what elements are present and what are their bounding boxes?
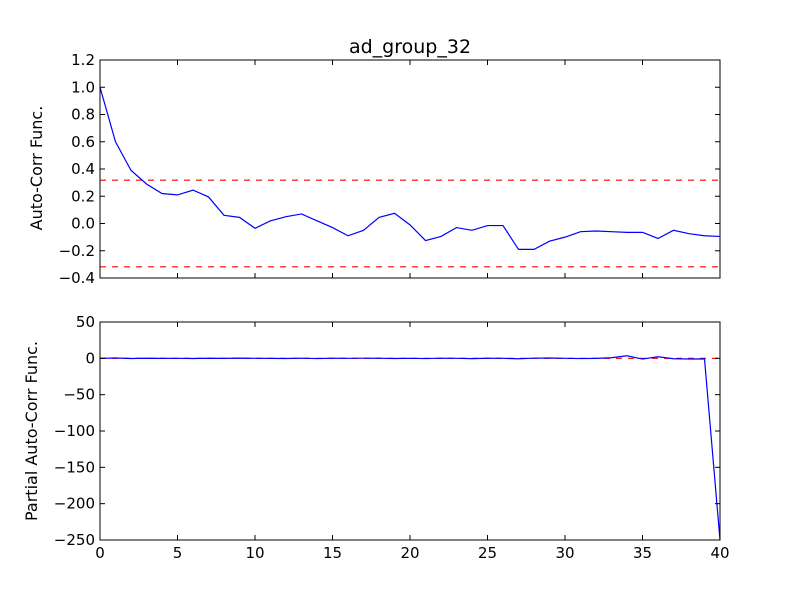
pacf-x-tick-label: 10 <box>245 544 264 562</box>
acf-subplot: ad_group_32 Auto-Corr Func. −0.4 −0.2 0.0 0… <box>27 36 721 287</box>
pacf-x-tick-label: 20 <box>400 544 419 562</box>
pacf-y-axis-label: Partial Auto-Corr Func. <box>22 341 41 521</box>
pacf-x-tick-label: 35 <box>633 544 652 562</box>
acf-y-tick-label: 0.0 <box>71 215 95 233</box>
acf-y-tick-label: 1.0 <box>71 78 95 96</box>
acf-y-axis-label: Auto-Corr Func. <box>27 106 46 231</box>
acf-y-tick-label: 0.6 <box>71 133 95 151</box>
pacf-y-tick-label: −100 <box>54 422 95 440</box>
pacf-plot-frame <box>99 321 721 541</box>
pacf-y-tick-label: 50 <box>76 313 95 331</box>
pacf-x-tick-label: 25 <box>478 544 497 562</box>
pacf-subplot: Partial Auto-Corr Func. 0 5 10 15 20 25 30 35 40… <box>22 313 730 562</box>
pacf-x-tick-label: 15 <box>323 544 342 562</box>
acf-y-tick-label: 0.2 <box>71 187 95 205</box>
acf-plot-frame <box>99 59 721 279</box>
pacf-x-tick-label: 0 <box>95 544 105 562</box>
pacf-y-tick-label: −50 <box>63 386 95 404</box>
acf-y-tick-label: −0.2 <box>59 242 95 260</box>
acf-y-tick-label: 1.2 <box>71 51 95 69</box>
acf-y-tick-label: 0.4 <box>71 160 95 178</box>
pacf-x-tick-label: 40 <box>710 544 729 562</box>
pacf-series-line-0 <box>99 355 721 541</box>
pacf-x-tick-label: 30 <box>555 544 574 562</box>
pacf-x-tick-label: 5 <box>173 544 183 562</box>
pacf-y-tick-label: −150 <box>54 458 95 476</box>
acf-y-tick-label: −0.4 <box>59 269 95 287</box>
acf-marks <box>99 87 721 268</box>
chart-title: ad_group_32 <box>349 36 471 58</box>
pacf-y-tick-label: −200 <box>54 495 95 513</box>
pacf-marks <box>99 355 721 541</box>
acf-series-line-0 <box>99 87 721 250</box>
pacf-y-tick-label: 0 <box>85 349 95 367</box>
acf-y-tick-label: 0.8 <box>71 106 95 124</box>
pacf-y-tick-label: −250 <box>54 531 95 549</box>
pacf-ticks: 0 5 10 15 20 25 30 35 40 −250 −200 −150 −100 −50 0 50 <box>54 313 730 562</box>
